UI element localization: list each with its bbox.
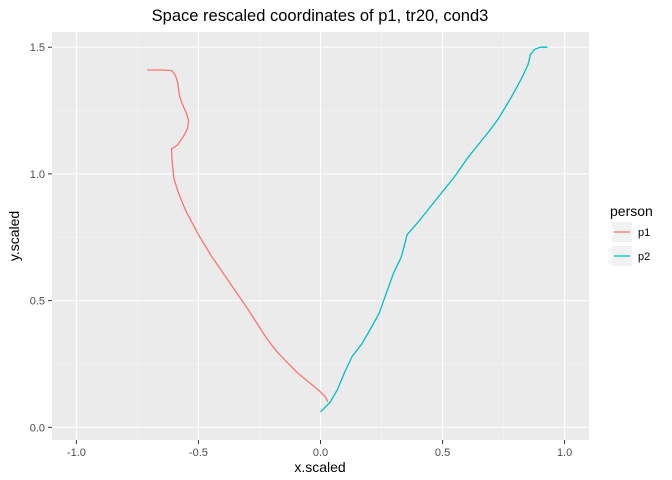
y-tick-label: 1.5 xyxy=(30,42,45,54)
x-tick-label: -1.0 xyxy=(67,447,86,459)
x-axis-title: x.scaled xyxy=(294,459,345,475)
y-tick-label: 0.0 xyxy=(30,422,45,434)
y-axis-ticks: 0.0 0.5 1.0 1.5 xyxy=(30,42,52,434)
y-tick-label: 1.0 xyxy=(30,169,45,181)
chart-title: Space rescaled coordinates of p1, tr20, … xyxy=(152,7,489,25)
x-tick-label: 0.5 xyxy=(435,447,450,459)
x-tick-label: -0.5 xyxy=(189,447,208,459)
x-axis-ticks: -1.0 -0.5 0.0 0.5 1.0 xyxy=(67,440,572,459)
legend-label-p2: p2 xyxy=(638,251,650,263)
legend-label-p1: p1 xyxy=(638,227,650,239)
x-tick-label: 1.0 xyxy=(557,447,572,459)
series-layer xyxy=(147,46,548,413)
legend-title: person xyxy=(610,203,653,219)
x-tick-label: 0.0 xyxy=(313,447,328,459)
series-line-p1 xyxy=(147,69,329,403)
y-tick-label: 0.5 xyxy=(30,296,45,308)
y-axis-title: y.scaled xyxy=(6,211,22,261)
major-gridlines xyxy=(52,32,589,440)
series-line-p2 xyxy=(320,46,548,413)
legend: person p1 p2 xyxy=(610,203,653,266)
